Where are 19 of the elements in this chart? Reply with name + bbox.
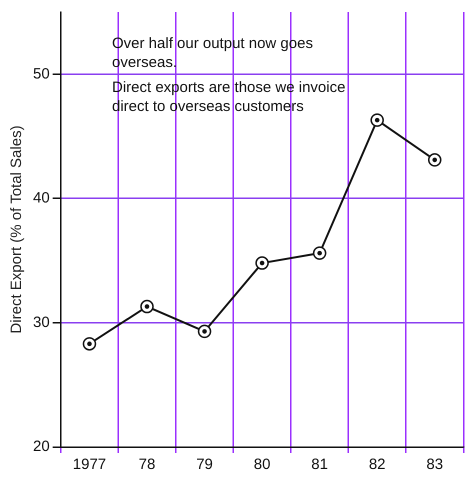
point [428,153,442,167]
point [255,256,269,270]
x-tick-label: 83 [426,456,444,474]
x-tick-label: 78 [138,456,156,474]
x-tick-label: 1977 [72,456,106,474]
point [312,246,326,260]
x-tick-label: 79 [196,456,213,474]
y-tick-label: 40 [32,190,50,207]
y-axis-title: Direct Export (% of Total Sales) [8,125,26,334]
point [140,300,154,314]
point [370,113,384,127]
point [82,337,96,351]
x-tick-label: 81 [311,456,328,474]
point [198,324,212,338]
x-tick-label: 82 [368,456,386,474]
y-tick-label: 30 [32,314,50,331]
y-tick-label: 20 [32,438,50,456]
y-tick-label: 50 [32,65,50,82]
x-tick-label: 80 [254,456,270,474]
